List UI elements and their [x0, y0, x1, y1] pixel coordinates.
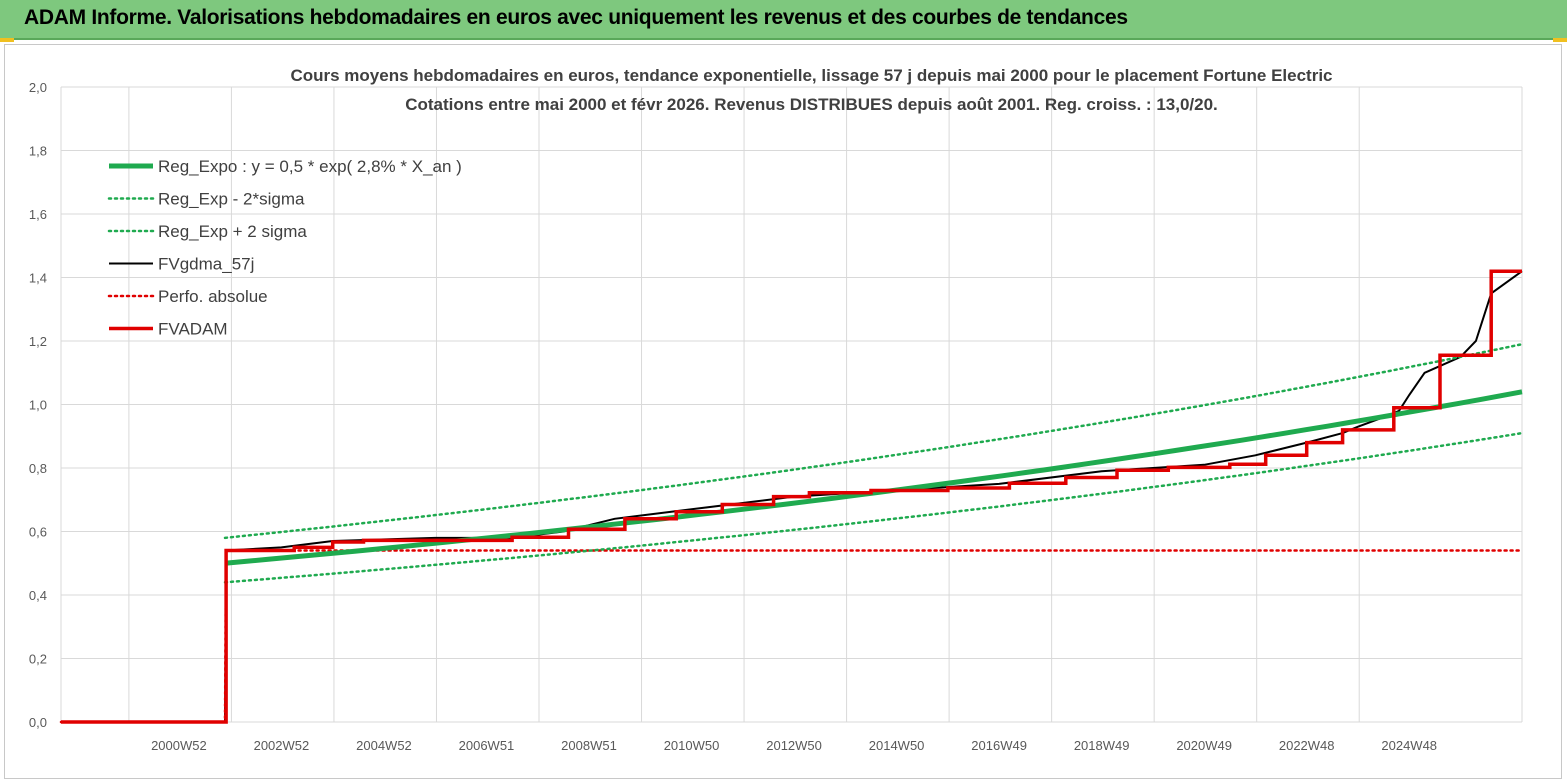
- x-tick-label: 2020W49: [1176, 738, 1232, 753]
- chart-title-line: Cotations entre mai 2000 et févr 2026. R…: [405, 95, 1218, 114]
- y-tick-label: 1,6: [29, 207, 47, 222]
- legend-label: Perfo. absolue: [158, 287, 268, 306]
- series-line-reg-exp-2-sigma: [223, 342, 1524, 540]
- line-chart: 0,0 0,2 0,4 0,6 0,8 1,0 1,2 1,4 1,6 1,8 2,0 2000W52…: [29, 66, 1524, 753]
- x-tick-label: 2000W52: [151, 738, 207, 753]
- y-tick-label: 2,0: [29, 80, 47, 95]
- accent-bar-right: [1553, 38, 1567, 42]
- series-line-perfo-absolue: [59, 549, 1524, 724]
- y-tick-label: 1,4: [29, 271, 47, 286]
- chart-title-line: Cours moyens hebdomadaires en euros, ten…: [290, 66, 1332, 85]
- series-line-reg-exp-2-sigma: [223, 431, 1524, 584]
- legend-label: FVgdma_57j: [158, 255, 254, 274]
- series-line-fvadam: [61, 269, 1522, 724]
- y-tick-label: 1,2: [29, 334, 47, 349]
- y-tick-label: 0,6: [29, 525, 47, 540]
- accent-bar-left: [0, 38, 14, 42]
- x-tick-label: 2006W51: [459, 738, 515, 753]
- legend-label: Reg_Exp + 2 sigma: [158, 222, 307, 241]
- y-tick-label: 0,8: [29, 461, 47, 476]
- x-tick-label: 2012W50: [766, 738, 822, 753]
- chart-area: 0,0 0,2 0,4 0,6 0,8 1,0 1,2 1,4 1,6 1,8 2,0 2000W52…: [4, 44, 1562, 779]
- x-tick-label: 2018W49: [1074, 738, 1130, 753]
- y-tick-label: 0,2: [29, 652, 47, 667]
- x-tick-label: 2010W50: [664, 738, 720, 753]
- legend-label: FVADAM: [158, 320, 228, 339]
- y-tick-label: 0,4: [29, 588, 47, 603]
- y-tick-label: 1,8: [29, 144, 47, 159]
- y-tick-label: 1,0: [29, 398, 47, 413]
- x-tick-label: 2002W52: [254, 738, 310, 753]
- x-tick-label: 2008W51: [561, 738, 617, 753]
- series-line-reg-expo-y-0-5-exp-2-8-x-an: [224, 389, 1523, 566]
- x-tick-label: 2022W48: [1279, 738, 1335, 753]
- x-tick-label: 2014W50: [869, 738, 925, 753]
- y-tick-label: 0,0: [29, 715, 47, 730]
- x-tick-label: 2016W49: [971, 738, 1027, 753]
- x-tick-label: 2004W52: [356, 738, 412, 753]
- legend-label: Reg_Exp - 2*sigma: [158, 190, 305, 209]
- legend-label: Reg_Expo : y = 0,5 * exp( 2,8% * X_an ): [158, 157, 462, 176]
- report-banner: ADAM Informe. Valorisations hebdomadaire…: [0, 0, 1567, 40]
- x-tick-label: 2024W48: [1381, 738, 1437, 753]
- report-title: ADAM Informe. Valorisations hebdomadaire…: [24, 6, 1128, 29]
